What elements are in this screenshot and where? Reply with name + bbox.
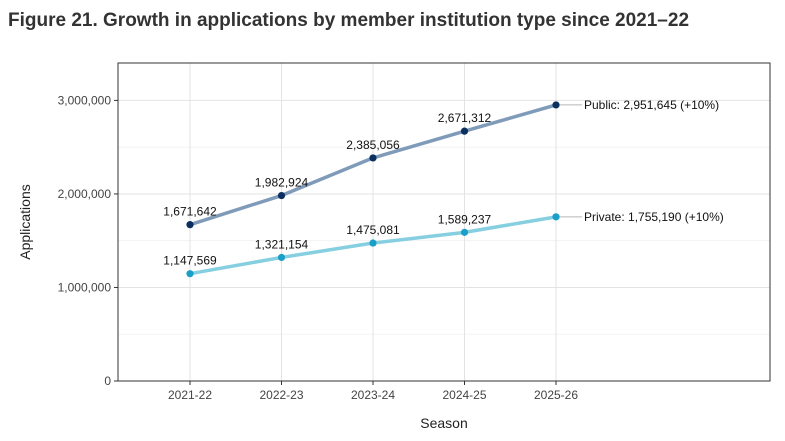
data-point-private [186, 270, 194, 278]
data-label-public: 1,982,924 [255, 176, 309, 190]
y-tick-label: 2,000,000 [58, 187, 112, 201]
x-tick-label: 2023-24 [351, 388, 395, 402]
end-label-private: Private: 1,755,190 (+10%) [584, 210, 724, 224]
data-point-private [552, 213, 560, 221]
page-title: Figure 21. Growth in applications by mem… [8, 10, 690, 31]
data-point-private [460, 228, 469, 236]
data-label-private: 1,321,154 [255, 237, 309, 251]
y-tick-label: 0 [104, 374, 111, 388]
data-point-public [460, 127, 469, 135]
data-point-public [552, 101, 560, 109]
data-point-public [186, 221, 194, 229]
data-label-private: 1,475,081 [346, 223, 400, 237]
y-tick-label: 1,000,000 [58, 280, 112, 294]
y-axis-label: Applications [17, 184, 33, 260]
end-label-public: Public: 2,951,645 (+10%) [584, 98, 719, 112]
data-point-private [369, 239, 377, 247]
data-point-public [369, 154, 377, 162]
x-tick-label: 2024-25 [442, 388, 486, 402]
data-label-private: 1,589,237 [438, 212, 492, 226]
data-label-public: 2,671,312 [438, 111, 492, 125]
data-point-public [277, 191, 286, 200]
plot-panel-border [117, 62, 771, 382]
data-label-public: 2,385,056 [346, 138, 400, 152]
axes: 0 1,000,000 2,000,000 3,000,000 2021-22 2022-… [58, 93, 579, 402]
data-label-public: 1,671,642 [163, 205, 217, 219]
x-tick-label: 2022-23 [259, 388, 303, 402]
x-axis-label: Season [420, 415, 467, 431]
x-tick-label: 2025-26 [534, 388, 578, 402]
data-label-private: 1,147,569 [163, 254, 217, 268]
series: 1,671,642 1,982,924 2,385,056 2,671,312 Publ… [163, 98, 724, 278]
data-point-private [277, 253, 286, 262]
y-tick-label: 3,000,000 [58, 93, 112, 107]
x-tick-label: 2021-22 [168, 388, 212, 402]
